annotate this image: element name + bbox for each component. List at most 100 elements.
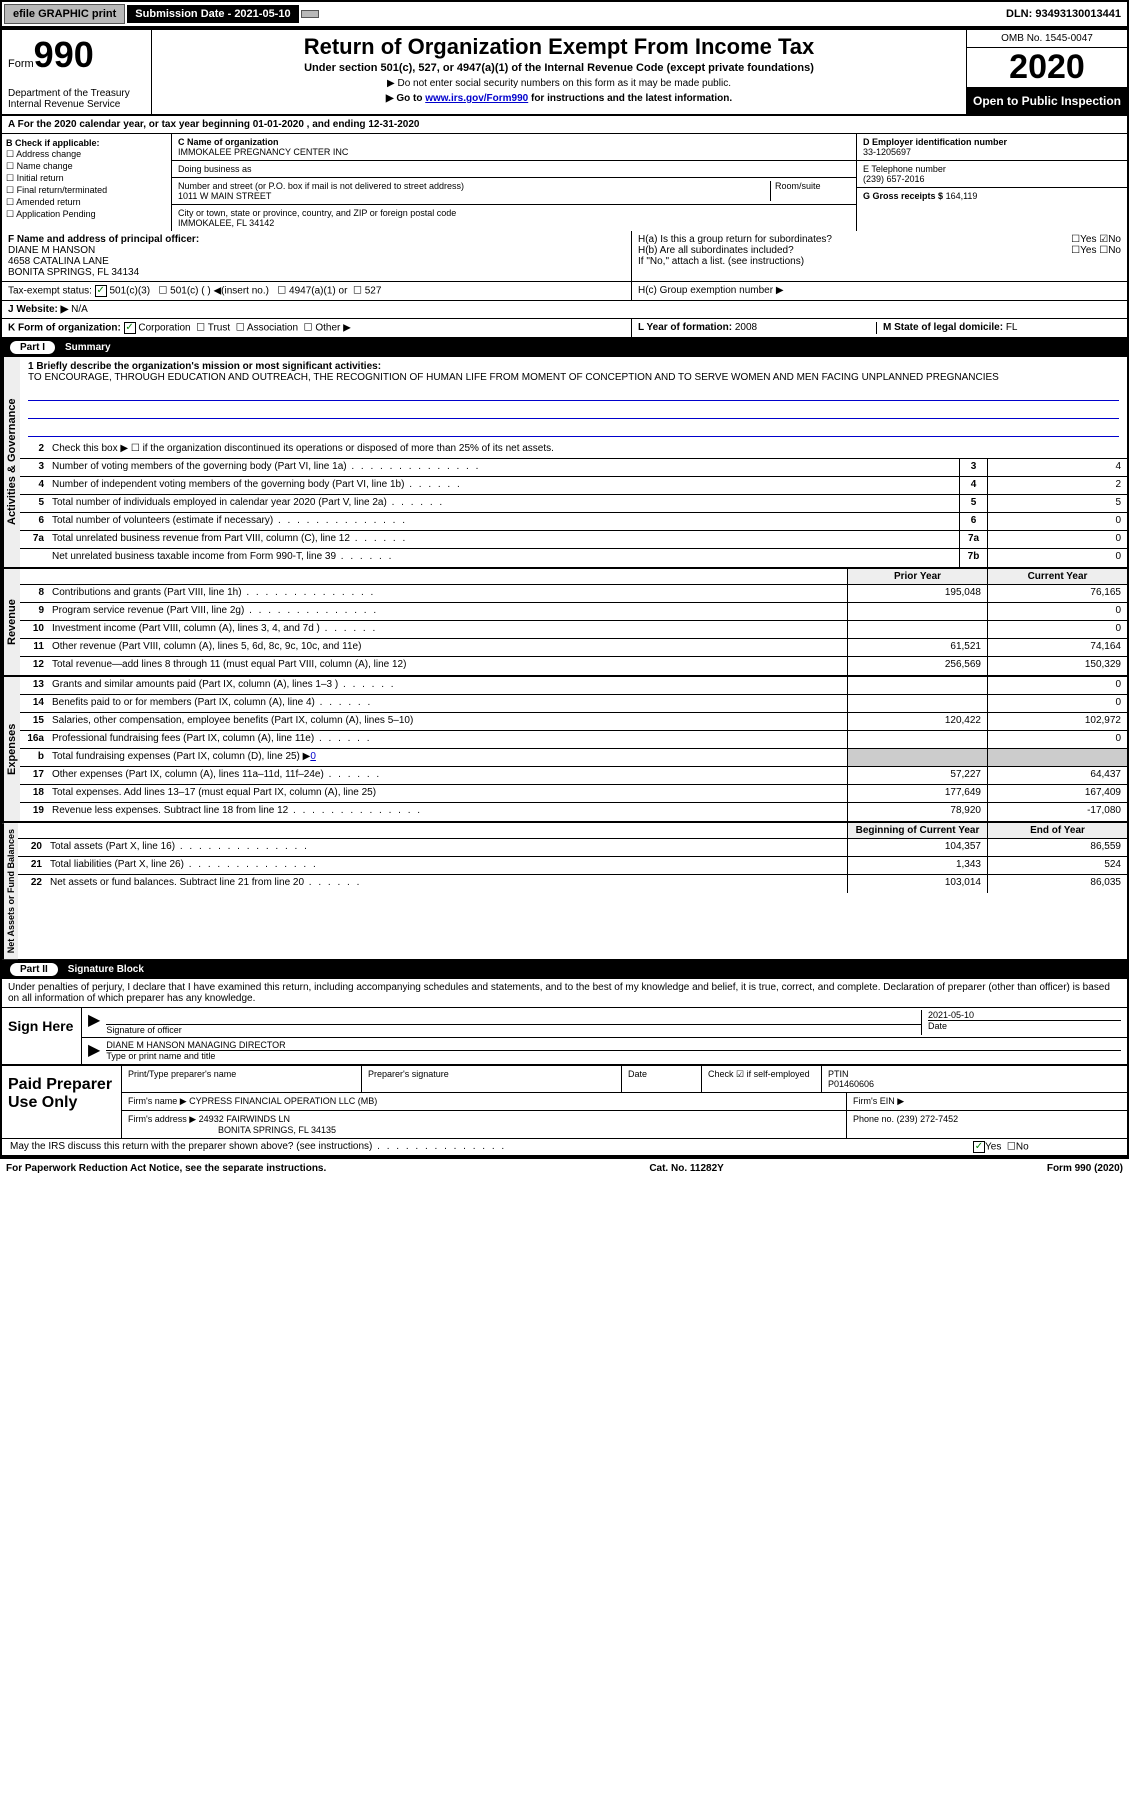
- check-final[interactable]: ☐ Final return/terminated: [6, 185, 167, 196]
- c15: 102,972: [987, 713, 1127, 730]
- line3: Number of voting members of the governin…: [48, 459, 959, 476]
- form-title: Return of Organization Exempt From Incom…: [158, 34, 960, 60]
- p9: [847, 603, 987, 620]
- discuss-question: May the IRS discuss this return with the…: [2, 1139, 967, 1155]
- gross-value: 164,119: [946, 191, 978, 201]
- line16b: Total fundraising expenses (Part IX, col…: [48, 749, 847, 766]
- irs-link[interactable]: www.irs.gov/Form990: [425, 93, 528, 104]
- form-container: Form990 Department of the Treasury Inter…: [0, 28, 1129, 1159]
- val5: 5: [987, 495, 1127, 512]
- tel-label: E Telephone number: [863, 164, 1121, 174]
- arrow-icon: ▶: [88, 1010, 106, 1035]
- efile-button[interactable]: efile GRAPHIC print: [4, 4, 125, 24]
- p16b: [847, 749, 987, 766]
- c16a: 0: [987, 731, 1127, 748]
- b22: 103,014: [847, 875, 987, 893]
- ha-label: H(a) Is this a group return for subordin…: [638, 234, 832, 245]
- form-number: 990: [34, 34, 94, 75]
- line4: Number of independent voting members of …: [48, 477, 959, 494]
- officer-name-title: DIANE M HANSON MANAGING DIRECTOR: [106, 1040, 1121, 1050]
- p14: [847, 695, 987, 712]
- type-print-label: Type or print name and title: [106, 1050, 1121, 1061]
- p17: 57,227: [847, 767, 987, 784]
- line7b: Net unrelated business taxable income fr…: [48, 549, 959, 567]
- officer-name: DIANE M HANSON: [8, 245, 625, 256]
- check-501c3[interactable]: ✓: [95, 285, 107, 297]
- line19: Revenue less expenses. Subtract line 18 …: [48, 803, 847, 821]
- c10: 0: [987, 621, 1127, 638]
- p19: 78,920: [847, 803, 987, 821]
- mission-question: 1 Briefly describe the organization's mi…: [28, 361, 1119, 372]
- note-ssn: ▶ Do not enter social security numbers o…: [158, 78, 960, 89]
- firm-addr2: BONITA SPRINGS, FL 34135: [128, 1125, 336, 1135]
- gross-label: G Gross receipts $: [863, 191, 943, 201]
- check-corp[interactable]: ✓: [124, 322, 136, 334]
- ptin-value: P01460606: [828, 1079, 874, 1089]
- sec-k-label: K Form of organization:: [8, 323, 121, 334]
- sign-here-label: Sign Here: [2, 1008, 82, 1064]
- blank-button[interactable]: [301, 10, 319, 18]
- officer-addr2: BONITA SPRINGS, FL 34134: [8, 267, 625, 278]
- check-address[interactable]: ☐ Address change: [6, 149, 167, 160]
- p12: 256,569: [847, 657, 987, 675]
- form-subtitle: Under section 501(c), 527, or 4947(a)(1)…: [158, 62, 960, 74]
- check-pending[interactable]: ☐ Application Pending: [6, 209, 167, 220]
- ein-value: 33-1205697: [863, 147, 1121, 157]
- revenue-label: Revenue: [2, 569, 20, 675]
- discuss-yes[interactable]: ✓: [973, 1141, 985, 1153]
- val7a: 0: [987, 531, 1127, 548]
- state-domicile: FL: [1006, 322, 1018, 333]
- street-address: 1011 W MAIN STREET: [178, 191, 770, 201]
- c18: 167,409: [987, 785, 1127, 802]
- website-value: N/A: [71, 304, 88, 315]
- part2-header: Part II Signature Block: [2, 960, 1127, 979]
- line12: Total revenue—add lines 8 through 11 (mu…: [48, 657, 847, 675]
- b20: 104,357: [847, 839, 987, 856]
- line10: Investment income (Part VIII, column (A)…: [48, 621, 847, 638]
- e20: 86,559: [987, 839, 1127, 856]
- firm-phone: (239) 272-7452: [897, 1114, 959, 1124]
- c13: 0: [987, 677, 1127, 694]
- submission-date: Submission Date - 2021-05-10: [127, 5, 298, 23]
- city-value: IMMOKALEE, FL 34142: [178, 218, 850, 228]
- line14: Benefits paid to or for members (Part IX…: [48, 695, 847, 712]
- b21: 1,343: [847, 857, 987, 874]
- p10: [847, 621, 987, 638]
- sig-officer-label: Signature of officer: [106, 1025, 181, 1035]
- form-ref: Form 990 (2020): [1047, 1163, 1123, 1174]
- top-toolbar: efile GRAPHIC print Submission Date - 20…: [0, 0, 1129, 28]
- year-formation: 2008: [735, 322, 757, 333]
- line5: Total number of individuals employed in …: [48, 495, 959, 512]
- line17: Other expenses (Part IX, column (A), lin…: [48, 767, 847, 784]
- cat-number: Cat. No. 11282Y: [649, 1163, 723, 1174]
- line16a: Professional fundraising fees (Part IX, …: [48, 731, 847, 748]
- activities-governance-label: Activities & Governance: [2, 357, 20, 567]
- tax-period: A For the 2020 calendar year, or tax yea…: [2, 116, 425, 133]
- note-link: ▶ Go to www.irs.gov/Form990 for instruct…: [158, 93, 960, 104]
- line2: Check this box ▶ ☐ if the organization d…: [48, 441, 1127, 458]
- firm-name: CYPRESS FINANCIAL OPERATION LLC (MB): [189, 1096, 377, 1106]
- form-header: Form990 Department of the Treasury Inter…: [2, 30, 1127, 116]
- check-initial[interactable]: ☐ Initial return: [6, 173, 167, 184]
- c8: 76,165: [987, 585, 1127, 602]
- line18: Total expenses. Add lines 13–17 (must eq…: [48, 785, 847, 802]
- current-year-header: Current Year: [987, 569, 1127, 584]
- tax-status-label: Tax-exempt status:: [8, 286, 92, 297]
- dept-label: Department of the Treasury Internal Reve…: [8, 88, 145, 110]
- city-label: City or town, state or province, country…: [178, 208, 850, 218]
- eoy-header: End of Year: [987, 823, 1127, 838]
- prep-sig-header: Preparer's signature: [362, 1066, 622, 1092]
- ein-label: D Employer identification number: [863, 137, 1121, 147]
- prior-year-header: Prior Year: [847, 569, 987, 584]
- p18: 177,649: [847, 785, 987, 802]
- e22: 86,035: [987, 875, 1127, 893]
- check-amended[interactable]: ☐ Amended return: [6, 197, 167, 208]
- c17: 64,437: [987, 767, 1127, 784]
- line20: Total assets (Part X, line 16): [46, 839, 847, 856]
- c16b: [987, 749, 1127, 766]
- c19: -17,080: [987, 803, 1127, 821]
- net-assets-label: Net Assets or Fund Balances: [2, 823, 18, 959]
- check-name[interactable]: ☐ Name change: [6, 161, 167, 172]
- p15: 120,422: [847, 713, 987, 730]
- tel-value: (239) 657-2016: [863, 174, 1121, 184]
